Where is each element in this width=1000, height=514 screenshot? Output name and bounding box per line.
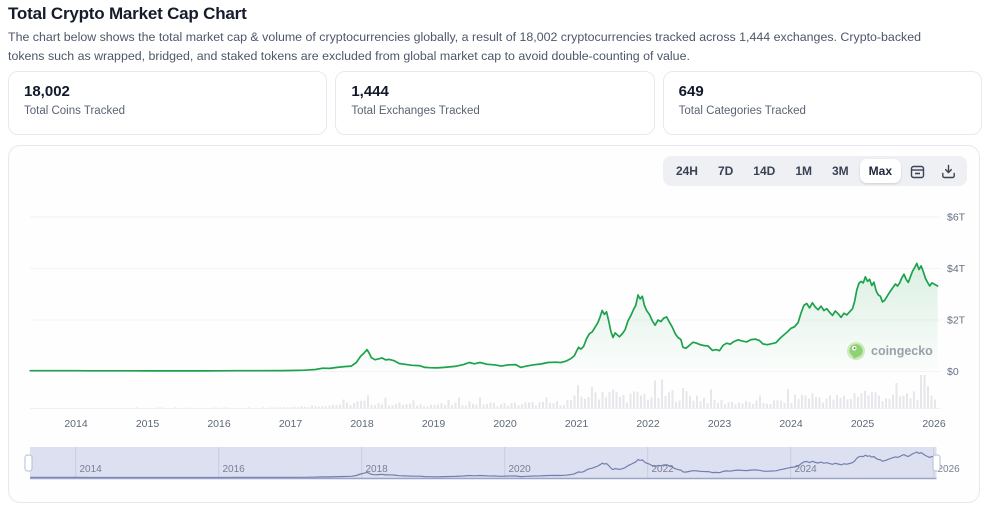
range-button-1m[interactable]: 1M bbox=[786, 159, 821, 183]
stat-card-1: 18,002 Total Coins Tracked bbox=[8, 71, 328, 135]
calendar-icon bbox=[910, 165, 925, 178]
stat-label: Total Coins Tracked bbox=[24, 105, 125, 117]
page-description: The chart below shows the total market c… bbox=[8, 30, 921, 64]
coingecko-watermark-text: coingecko bbox=[871, 344, 933, 358]
range-button-3m[interactable]: 3M bbox=[823, 159, 858, 183]
stat-value: 1,444 bbox=[351, 83, 389, 100]
download-icon bbox=[942, 164, 955, 178]
calendar-button[interactable] bbox=[903, 160, 932, 183]
chart-card: 24H 7D 14D 1M 3M Max bbox=[8, 145, 980, 503]
stat-card-2: 1,444 Total Exchanges Tracked bbox=[335, 71, 655, 135]
download-button[interactable] bbox=[934, 160, 963, 183]
stat-value: 649 bbox=[678, 83, 704, 100]
stats-row: 18,002 Total Coins Tracked 1,444 Total Exch… bbox=[8, 71, 982, 135]
range-button-24h[interactable]: 24H bbox=[667, 159, 707, 183]
stat-card-3: 649 Total Categories Tracked bbox=[662, 71, 982, 135]
chart-toolbar: 24H 7D 14D 1M 3M Max bbox=[662, 156, 967, 186]
range-button-14d[interactable]: 14D bbox=[744, 159, 784, 183]
range-button-max[interactable]: Max bbox=[859, 159, 901, 183]
stat-label: Total Categories Tracked bbox=[678, 105, 806, 117]
page-title: Total Crypto Market Cap Chart bbox=[8, 4, 247, 23]
stat-label: Total Exchanges Tracked bbox=[351, 105, 480, 117]
coingecko-watermark: coingecko bbox=[847, 342, 933, 360]
range-button-7d[interactable]: 7D bbox=[709, 159, 742, 183]
stat-value: 18,002 bbox=[24, 83, 70, 100]
coingecko-gecko-icon bbox=[847, 342, 865, 360]
